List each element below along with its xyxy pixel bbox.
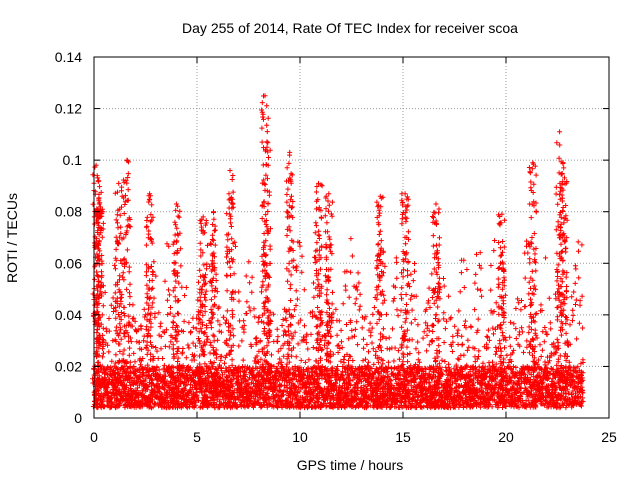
x-tick-label: 25 [601, 429, 617, 445]
y-tick-label: 0.12 [55, 101, 82, 117]
x-axis-label: GPS time / hours [297, 457, 404, 473]
y-tick-label: 0.02 [55, 358, 82, 374]
x-tick-label: 5 [193, 429, 201, 445]
chart-title: Day 255 of 2014, Rate Of TEC Index for r… [182, 20, 518, 36]
axis-ticks [93, 56, 610, 419]
y-tick-label: 0.14 [55, 49, 82, 65]
y-tick-label: 0 [74, 410, 82, 426]
x-tick-label: 10 [292, 429, 308, 445]
x-tick-labels: 0 5 10 15 20 25 [90, 429, 617, 445]
y-tick-label: 0.06 [55, 255, 82, 271]
plot-frame [93, 56, 610, 419]
y-tick-label: 0.1 [63, 152, 83, 168]
y-tick-label: 0.04 [55, 307, 82, 323]
x-tick-label: 15 [395, 429, 411, 445]
y-tick-labels: 0 0.02 0.04 0.06 0.08 0.1 0.12 0.14 [55, 49, 82, 426]
y-tick-label: 0.08 [55, 204, 82, 220]
y-axis-label: ROTI / TECUs [4, 193, 20, 283]
x-tick-label: 20 [498, 429, 514, 445]
x-tick-label: 0 [90, 429, 98, 445]
